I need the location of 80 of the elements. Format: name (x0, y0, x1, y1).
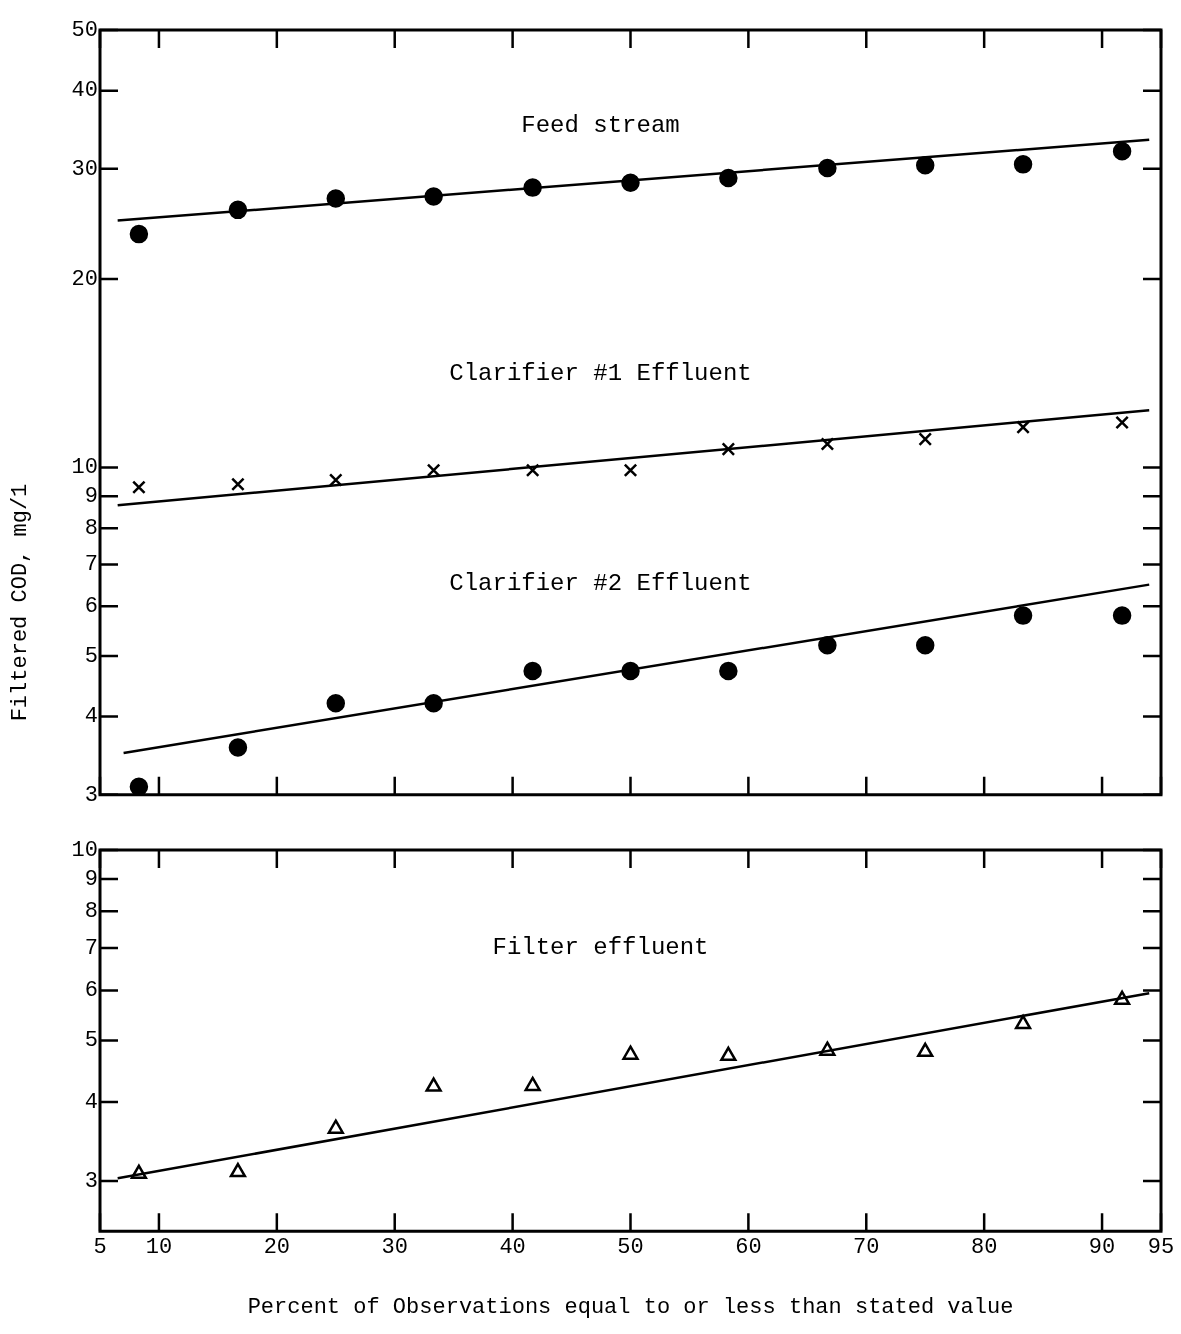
point (720, 1046, 737, 1062)
y-tick-label: 40 (71, 78, 98, 104)
point (525, 463, 540, 478)
point (1112, 606, 1132, 625)
point (132, 480, 146, 495)
y-tick-label: 6 (84, 978, 98, 1004)
point (326, 694, 346, 713)
point (719, 661, 738, 681)
y-tick-label: 9 (84, 866, 98, 892)
point (523, 661, 542, 681)
x-tick-label: 80 (970, 1235, 998, 1261)
y-tick-label: 20 (71, 266, 98, 292)
x-tick-label: 30 (381, 1235, 408, 1261)
x-tick-label: 95 (1147, 1235, 1175, 1261)
point (228, 738, 248, 757)
text: Clarifier #2 Effluent (449, 570, 752, 598)
point (621, 661, 640, 681)
point (1014, 1014, 1032, 1030)
point (229, 1162, 247, 1178)
y-tick-label: 3 (84, 1168, 98, 1194)
point (327, 1119, 344, 1134)
point (1115, 415, 1129, 430)
point (915, 156, 935, 175)
point (424, 694, 443, 713)
x-tick-label: 20 (263, 1235, 291, 1261)
point (915, 636, 935, 655)
y-tick-label: 30 (71, 156, 98, 182)
y-tick-label: 7 (84, 552, 98, 578)
point (819, 1041, 836, 1056)
point (524, 1076, 541, 1092)
point (818, 636, 837, 655)
point (918, 432, 933, 447)
y-tick-label: 10 (71, 837, 98, 863)
y-tick-label: 8 (84, 899, 98, 925)
point (719, 168, 738, 188)
point (818, 158, 837, 178)
point (621, 173, 640, 193)
x-tick-label: 90 (1088, 1235, 1116, 1261)
y-tick-label: 7 (84, 935, 98, 961)
text: Clarifier #1 Effluent (449, 359, 752, 387)
y-tick-label: 5 (84, 643, 98, 669)
point (328, 473, 343, 487)
point (917, 1042, 934, 1058)
point (231, 477, 245, 492)
x-tick-label: 10 (145, 1235, 173, 1261)
text: Filter effluent (492, 934, 709, 962)
y-tick-label: 8 (84, 516, 98, 541)
point (1013, 606, 1033, 625)
point (1113, 990, 1131, 1006)
x-axis-title: Percent of Observations equal to or less than stated value (247, 1294, 1014, 1320)
y-tick-label: 4 (84, 1089, 98, 1115)
point (1112, 142, 1132, 161)
point (228, 200, 248, 220)
point (523, 178, 542, 197)
point (623, 463, 638, 478)
point (1013, 155, 1033, 174)
y-tick-label: 50 (71, 17, 98, 43)
point (820, 437, 835, 451)
y-tick-label: 10 (71, 455, 98, 481)
y-tick-label: 4 (84, 704, 98, 730)
y-tick-label: 6 (84, 594, 98, 620)
point (1016, 420, 1030, 435)
point (130, 1164, 148, 1180)
y-tick-label: 3 (84, 782, 98, 808)
point (426, 463, 441, 478)
y-axis-title: Filtered COD, mg/1 (7, 482, 33, 724)
x-tick-label: 40 (499, 1235, 526, 1261)
point (129, 777, 149, 795)
x-tick-label: 50 (617, 1235, 644, 1261)
point (424, 187, 443, 206)
point (129, 224, 149, 244)
x-tick-label: 60 (735, 1235, 762, 1261)
point (425, 1077, 442, 1092)
y-tick-label: 5 (84, 1028, 98, 1054)
point (721, 442, 736, 457)
point (622, 1045, 639, 1060)
series-label: Feed stream (521, 112, 680, 140)
point (326, 189, 346, 208)
y-tick-label: 9 (84, 483, 98, 509)
x-tick-label: 70 (853, 1235, 880, 1261)
